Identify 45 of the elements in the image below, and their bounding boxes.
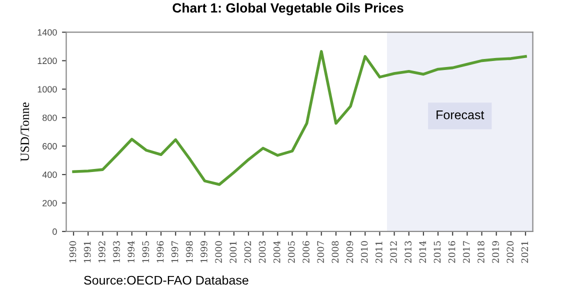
x-tick-label: 2006 [302,241,310,263]
y-tick-label: 1400 [38,29,57,36]
x-tick-label: 2016 [448,241,456,263]
y-axis-title: USD/Tonne [20,102,30,162]
x-tick-label: 2013 [404,241,412,263]
x-tick-label: 2004 [273,240,280,263]
x-tick-label: 1996 [156,241,164,262]
y-tick-label: 200 [42,200,57,206]
chart-title: Chart 1: Global Vegetable Oils Prices [172,2,404,16]
x-tick-label: 1998 [186,241,193,262]
x-tick-label: 1999 [200,241,208,262]
x-tick-label: 2019 [492,241,499,263]
x-tick-label: 1992 [98,241,106,262]
x-tick-label: 2014 [419,240,426,263]
x-tick-label: 2017 [462,241,470,263]
x-tick-label: 2002 [244,241,252,263]
y-tick-label: 1200 [38,58,57,64]
x-tick-label: 1993 [113,241,120,262]
x-tick-label: 2000 [215,241,222,263]
x-tick-label: 2015 [434,241,441,263]
x-tick-label: 2009 [346,241,354,263]
x-tick-label: 2020 [506,241,514,263]
x-tick-label: 2010 [360,241,368,263]
x-tick-label: 2007 [317,241,324,263]
x-tick-label: 2011 [376,242,382,263]
x-tick-label: 1997 [171,241,178,262]
y-tick-label: 0 [52,228,57,235]
x-tick-label: 2021 [521,242,528,263]
x-tick-label: 1990 [69,241,76,262]
x-tick-label: 1995 [142,241,150,262]
y-tick-label: 800 [42,114,57,121]
x-tick-label: 2018 [478,241,484,263]
y-tick-label: 1000 [38,86,57,93]
x-tick-label: 2012 [390,241,397,263]
x-tick-label: 1994 [128,240,134,262]
x-tick-label: 2003 [258,241,266,263]
y-tick-label: 600 [42,143,57,150]
x-tick-label: 2005 [288,241,295,263]
y-tick-label: 400 [42,172,57,178]
x-tick-label: 2001 [230,242,237,263]
x-tick-label: 1991 [84,242,91,262]
line-series [72,50,527,186]
x-tick-label: 2008 [332,241,339,263]
source-note: Source:OECD-FAO Database [84,275,248,285]
band-label: Forecast [436,110,484,120]
